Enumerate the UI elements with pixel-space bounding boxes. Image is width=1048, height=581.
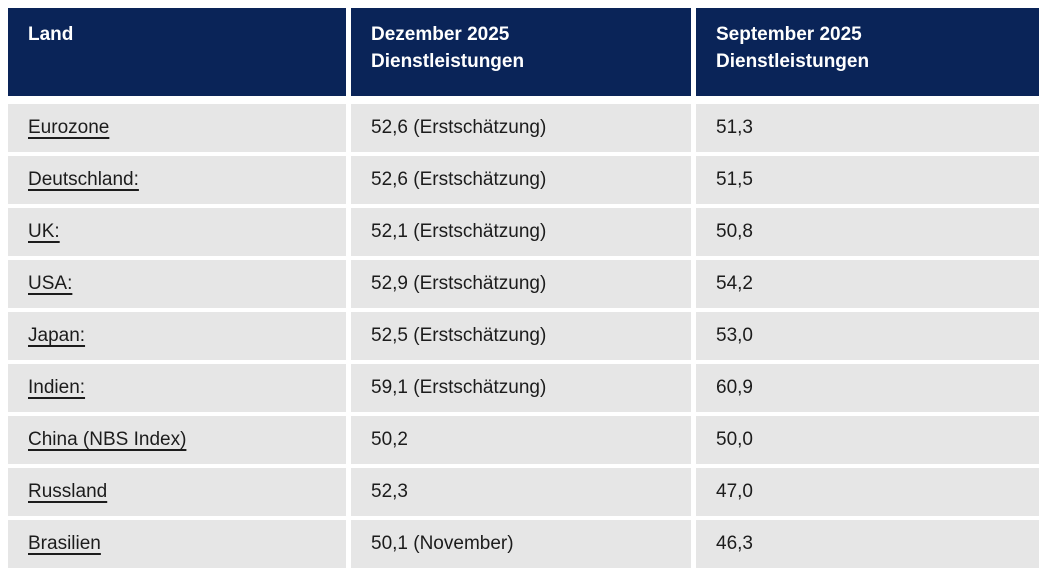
country-link-china-nbs-index[interactable]: China (NBS Index) [28, 429, 187, 450]
column-header-september-2025: September 2025 Dienstleistungen [696, 8, 1039, 96]
september-value-cell: 46,3 [696, 520, 1039, 568]
country-link-eurozone[interactable]: Eurozone [28, 117, 110, 138]
column-header-land: Land [8, 8, 346, 96]
country-link-japan[interactable]: Japan: [28, 325, 86, 346]
december-value-cell: 52,3 [351, 468, 691, 516]
country-cell: Eurozone [8, 104, 346, 152]
december-value-cell: 52,5 (Erstschätzung) [351, 312, 691, 360]
country-link-russland[interactable]: Russland [28, 481, 108, 502]
country-cell: USA: [8, 260, 346, 308]
september-value-cell: 50,8 [696, 208, 1039, 256]
country-cell: Russland [8, 468, 346, 516]
country-cell: Indien: [8, 364, 346, 412]
september-value-cell: 50,0 [696, 416, 1039, 464]
september-value-cell: 51,3 [696, 104, 1039, 152]
country-cell: UK: [8, 208, 346, 256]
september-value-cell: 47,0 [696, 468, 1039, 516]
country-link-usa[interactable]: USA: [28, 273, 73, 294]
september-value-cell: 54,2 [696, 260, 1039, 308]
september-value-cell: 51,5 [696, 156, 1039, 204]
december-value-cell: 50,1 (November) [351, 520, 691, 568]
december-value-cell: 52,6 (Erstschätzung) [351, 104, 691, 152]
december-value-cell: 52,1 (Erstschätzung) [351, 208, 691, 256]
december-value-cell: 52,6 (Erstschätzung) [351, 156, 691, 204]
country-cell: China (NBS Index) [8, 416, 346, 464]
september-value-cell: 53,0 [696, 312, 1039, 360]
country-link-deutschland[interactable]: Deutschland: [28, 169, 139, 190]
december-value-cell: 50,2 [351, 416, 691, 464]
country-link-brasilien[interactable]: Brasilien [28, 533, 101, 554]
column-header-december-2025: Dezember 2025 Dienstleistungen [351, 8, 691, 96]
country-cell: Japan: [8, 312, 346, 360]
country-cell: Brasilien [8, 520, 346, 568]
september-value-cell: 60,9 [696, 364, 1039, 412]
december-value-cell: 59,1 (Erstschätzung) [351, 364, 691, 412]
country-link-indien[interactable]: Indien: [28, 377, 86, 398]
country-link-uk[interactable]: UK: [28, 221, 60, 242]
country-cell: Deutschland: [8, 156, 346, 204]
pmi-services-table: Land Dezember 2025 Dienstleistungen Sept… [8, 8, 1040, 568]
december-value-cell: 52,9 (Erstschätzung) [351, 260, 691, 308]
